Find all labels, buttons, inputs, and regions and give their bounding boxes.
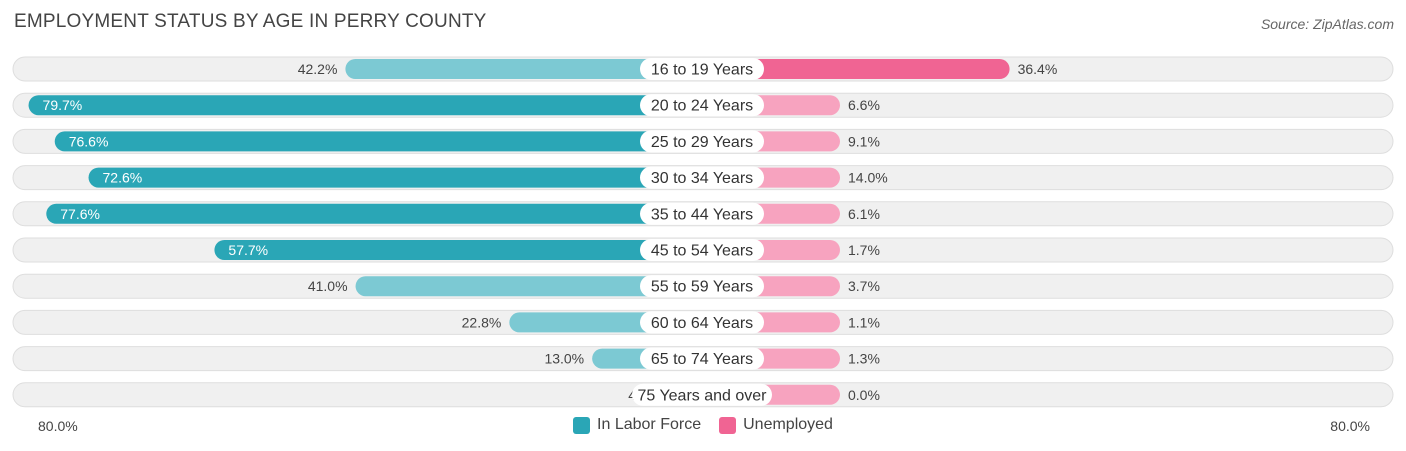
category-label: 55 to 59 Years	[651, 279, 753, 296]
category-pill	[640, 239, 764, 261]
category-label: 75 Years and over	[638, 387, 768, 404]
data-label-labor-force: 13.0%	[544, 351, 584, 367]
data-label-labor-force: 76.6%	[69, 133, 109, 149]
data-label-unemployed: 3.7%	[848, 278, 880, 294]
bar-labor-force	[345, 59, 702, 79]
bar-labor-force	[88, 167, 702, 188]
bar-labor-force	[54, 131, 703, 152]
bar-labor-force	[214, 240, 702, 260]
data-label-unemployed: 1.3%	[848, 351, 880, 367]
data-label-unemployed: 6.6%	[848, 97, 880, 113]
category-label: 25 to 29 Years	[651, 134, 753, 151]
category-label: 60 to 64 Years	[651, 315, 753, 332]
data-label-labor-force: 79.7%	[43, 97, 83, 113]
bar-labor-force	[46, 203, 702, 224]
category-label: 16 to 19 Years	[651, 62, 753, 79]
data-label-labor-force: 77.6%	[60, 206, 100, 222]
data-label-labor-force: 22.8%	[462, 314, 502, 330]
category-pill	[640, 58, 764, 80]
category-pill	[640, 275, 764, 298]
data-label-labor-force: 57.7%	[228, 242, 268, 258]
category-pill	[640, 202, 764, 225]
data-label-labor-force: 72.6%	[103, 170, 143, 186]
legend-item-labor-force[interactable]: In Labor Force	[573, 416, 701, 434]
legend-item-unemployed[interactable]: Unemployed	[719, 416, 833, 434]
bar-labor-force	[28, 95, 703, 116]
data-label-unemployed: 14.0%	[848, 170, 888, 186]
chart-title: EMPLOYMENT STATUS BY AGE IN PERRY COUNTY	[14, 11, 487, 32]
data-label-unemployed: 6.1%	[848, 206, 880, 222]
category-label: 45 to 54 Years	[651, 243, 753, 260]
data-label-labor-force: 42.2%	[298, 61, 338, 77]
data-label-unemployed: 1.1%	[848, 314, 880, 330]
data-label-labor-force: 41.0%	[308, 278, 348, 294]
category-pill	[640, 347, 764, 370]
category-label: 20 to 24 Years	[651, 98, 753, 115]
bar-labor-force	[355, 276, 702, 297]
legend-swatch-unemployed	[719, 416, 737, 434]
category-label: 35 to 44 Years	[651, 206, 753, 223]
axis-left-label: 80.0%	[38, 418, 78, 434]
legend-swatch-labor-force	[573, 416, 591, 434]
source-note: Source: ZipAtlas.com	[1260, 16, 1394, 32]
category-pill	[640, 166, 764, 189]
category-pill	[640, 130, 764, 153]
category-label: 65 to 74 Years	[651, 351, 753, 368]
data-label-unemployed: 36.4%	[1018, 61, 1058, 77]
data-label-unemployed: 0.0%	[848, 387, 880, 403]
bar-unemployed	[702, 59, 1010, 79]
category-pill	[632, 383, 772, 406]
legend-label-labor-force: In Labor Force	[597, 416, 702, 433]
legend-label-unemployed: Unemployed	[743, 416, 833, 433]
axis-right-label: 80.0%	[1330, 418, 1370, 434]
category-label: 30 to 34 Years	[651, 170, 753, 187]
category-pill	[640, 94, 764, 117]
data-label-unemployed: 9.1%	[848, 133, 880, 149]
data-label-unemployed: 1.7%	[848, 242, 880, 258]
category-pill	[640, 311, 764, 334]
legend: In Labor Force Unemployed	[0, 416, 1406, 434]
